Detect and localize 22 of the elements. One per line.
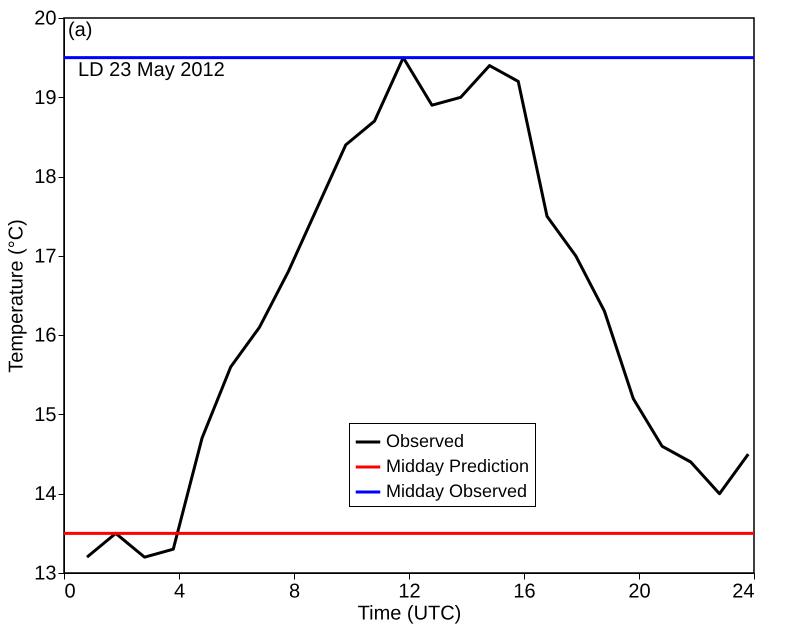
y-tick-label: 14	[34, 483, 56, 506]
y-tick-label: 20	[34, 8, 56, 30]
x-axis-title: Time (UTC)	[358, 602, 462, 624]
annotation: LD 23 May 2012	[78, 59, 225, 81]
x-tick-label: 24	[732, 580, 754, 602]
y-tick-label: 16	[34, 324, 56, 347]
x-tick-label: 4	[174, 580, 186, 602]
x-tick-label: 0	[64, 580, 76, 602]
x-tick-label: 8	[288, 580, 300, 602]
legend-label: Observed	[386, 431, 464, 451]
x-tick-label: 20	[628, 580, 651, 602]
y-tick-label: 19	[34, 86, 56, 109]
annotation: (a)	[68, 19, 92, 41]
x-tick-label: 16	[513, 580, 536, 602]
y-tick-label: 13	[34, 562, 56, 584]
y-tick-label: 15	[34, 404, 56, 426]
y-tick-label: 18	[34, 166, 56, 188]
legend-label: Midday Observed	[386, 481, 528, 501]
legend-label: Midday Prediction	[386, 456, 530, 476]
y-tick-label: 17	[34, 245, 56, 268]
x-tick-label: 12	[398, 580, 421, 602]
y-axis-title: Temperature (°C)	[5, 219, 28, 373]
